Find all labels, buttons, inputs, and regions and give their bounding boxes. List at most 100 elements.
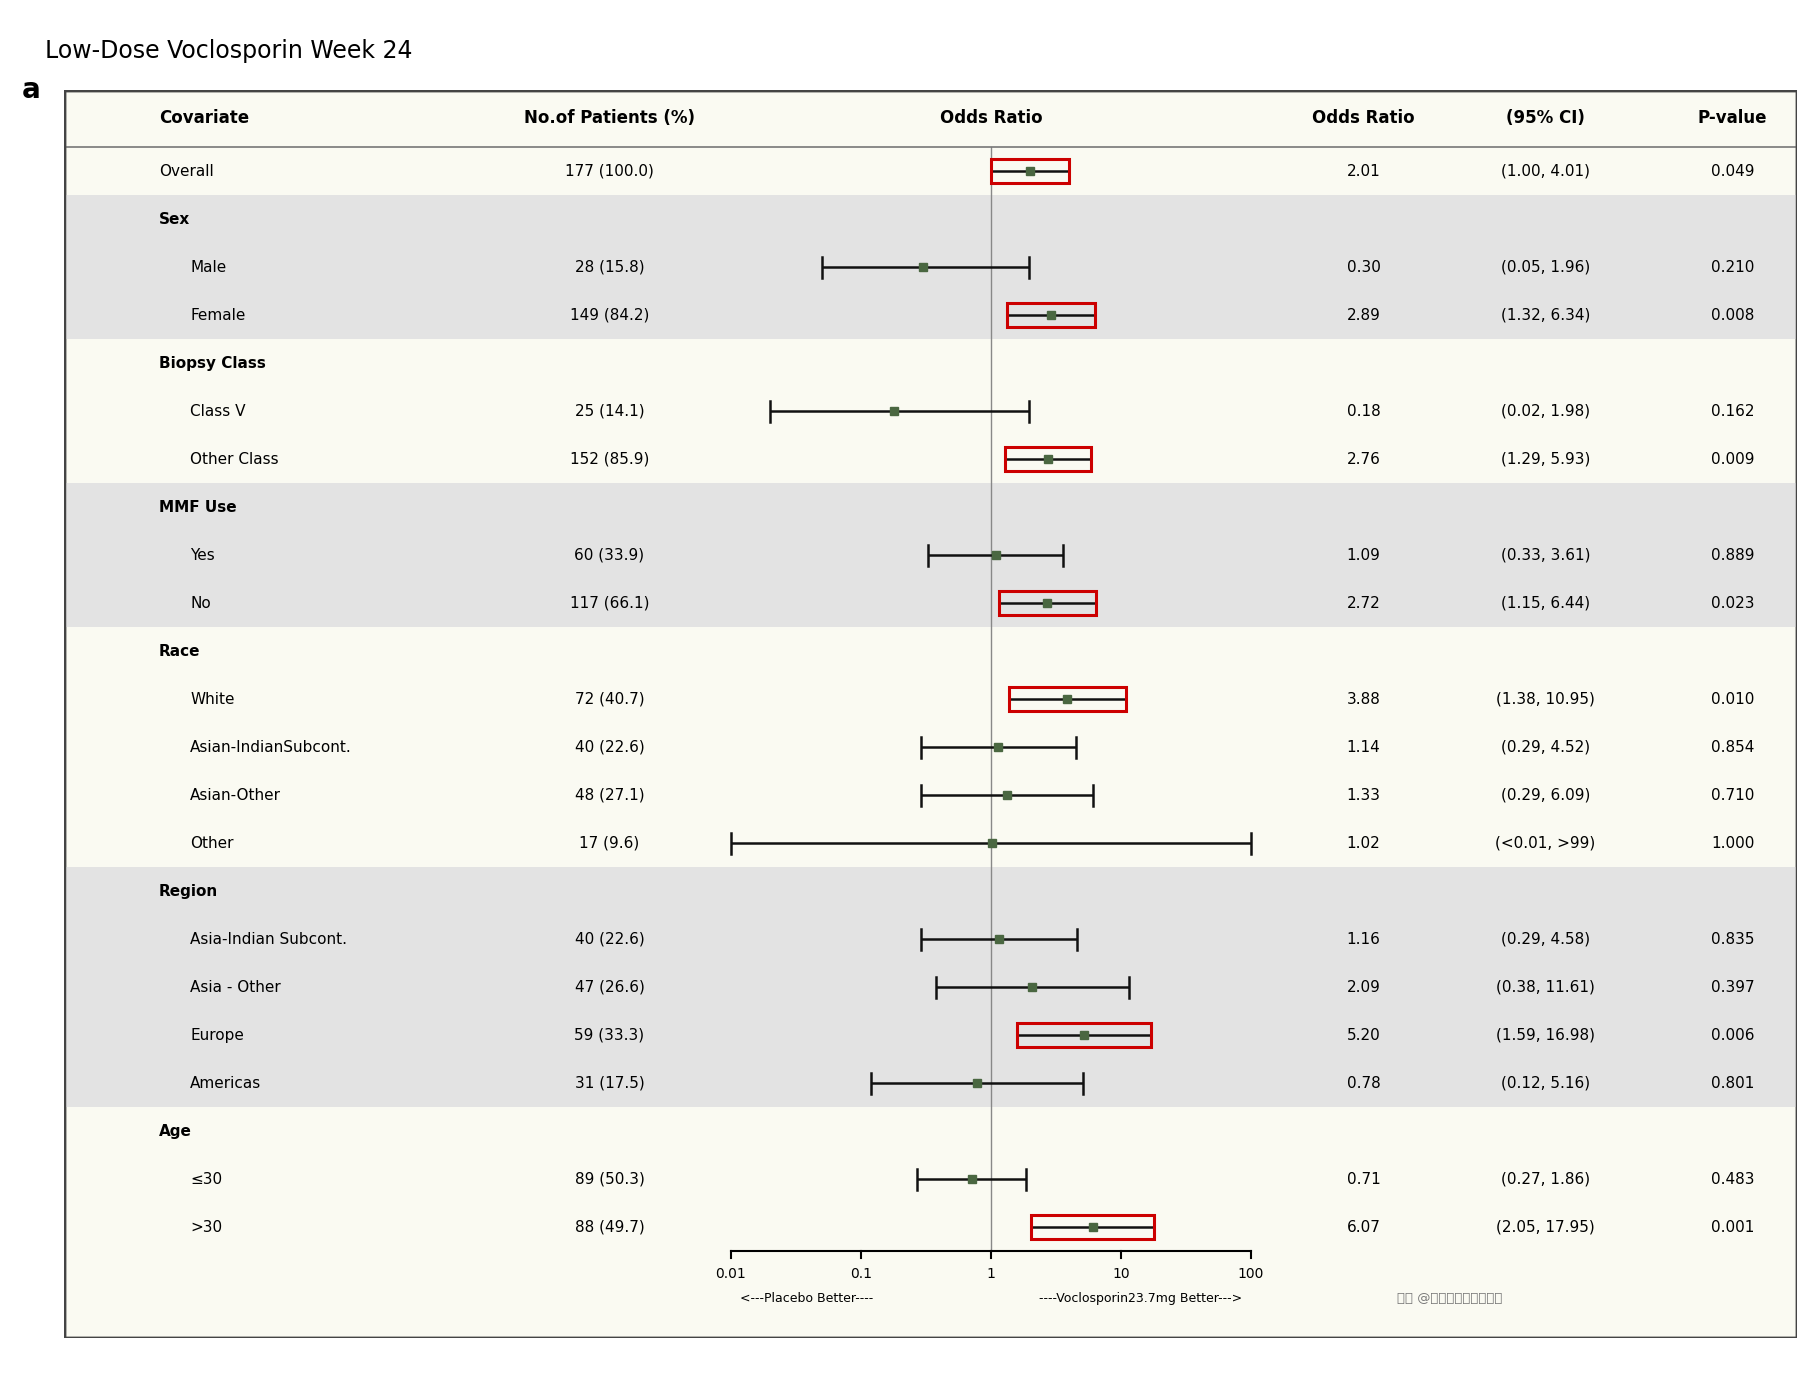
Text: (1.00, 4.01): (1.00, 4.01)	[1500, 164, 1589, 179]
Text: Biopsy Class: Biopsy Class	[160, 356, 265, 371]
Text: 28 (15.8): 28 (15.8)	[575, 259, 644, 274]
Bar	[63, 483, 1796, 531]
Text: (0.02, 1.98): (0.02, 1.98)	[1500, 404, 1589, 419]
Bar	[998, 592, 1096, 615]
Text: Other: Other	[190, 836, 234, 851]
Text: No.of Patients (%): No.of Patients (%)	[524, 109, 695, 127]
Text: 0.78: 0.78	[1346, 1076, 1380, 1091]
Text: P-value: P-value	[1698, 109, 1767, 127]
Bar	[1030, 1215, 1154, 1240]
Text: 10: 10	[1112, 1266, 1128, 1281]
Text: Asia - Other: Asia - Other	[190, 979, 281, 994]
Text: 2.72: 2.72	[1346, 596, 1380, 611]
Text: (1.29, 5.93): (1.29, 5.93)	[1500, 452, 1589, 466]
Text: 89 (50.3): 89 (50.3)	[575, 1172, 644, 1187]
Text: 6.07: 6.07	[1346, 1220, 1380, 1234]
Text: <---Placebo Better----: <---Placebo Better----	[738, 1292, 873, 1305]
Text: Age: Age	[160, 1124, 192, 1139]
Text: 2.76: 2.76	[1346, 452, 1380, 466]
Text: (0.05, 1.96): (0.05, 1.96)	[1500, 259, 1589, 274]
Text: 1.33: 1.33	[1346, 787, 1380, 803]
Text: Low-Dose Voclosporin Week 24: Low-Dose Voclosporin Week 24	[45, 39, 412, 62]
Text: (0.29, 4.58): (0.29, 4.58)	[1500, 932, 1589, 947]
Text: 0.710: 0.710	[1711, 787, 1754, 803]
Text: MMF Use: MMF Use	[160, 499, 236, 514]
Bar	[1009, 687, 1125, 712]
Text: 1: 1	[985, 1266, 994, 1281]
Text: 0.71: 0.71	[1346, 1172, 1380, 1187]
Text: 2.09: 2.09	[1346, 979, 1380, 994]
Text: 0.049: 0.049	[1711, 164, 1754, 179]
Text: 177 (100.0): 177 (100.0)	[564, 164, 653, 179]
Text: 0.162: 0.162	[1711, 404, 1754, 419]
Text: 0.023: 0.023	[1711, 596, 1754, 611]
Text: 知乎 @哥包地壶与肥贼大胖: 知乎 @哥包地壶与肥贼大胖	[1397, 1292, 1502, 1305]
Text: (1.32, 6.34): (1.32, 6.34)	[1500, 308, 1589, 323]
Text: 0.009: 0.009	[1711, 452, 1754, 466]
Bar	[63, 196, 1796, 243]
Text: (0.29, 4.52): (0.29, 4.52)	[1500, 739, 1589, 754]
Text: 40 (22.6): 40 (22.6)	[575, 739, 644, 754]
Text: 31 (17.5): 31 (17.5)	[575, 1076, 644, 1091]
Bar	[63, 963, 1796, 1011]
Text: (0.29, 6.09): (0.29, 6.09)	[1500, 787, 1589, 803]
Bar	[63, 579, 1796, 627]
Text: Race: Race	[160, 644, 200, 659]
Text: Odds Ratio: Odds Ratio	[1312, 109, 1415, 127]
Text: White: White	[190, 692, 234, 706]
Bar	[63, 291, 1796, 339]
Text: 0.835: 0.835	[1711, 932, 1754, 947]
Text: 1.14: 1.14	[1346, 739, 1380, 754]
Text: Odds Ratio: Odds Ratio	[940, 109, 1041, 127]
Text: (95% CI): (95% CI)	[1506, 109, 1584, 127]
Text: Yes: Yes	[190, 547, 214, 563]
Text: 0.483: 0.483	[1711, 1172, 1754, 1187]
Text: 0.1: 0.1	[849, 1266, 871, 1281]
Text: Other Class: Other Class	[190, 452, 279, 466]
Text: (0.12, 5.16): (0.12, 5.16)	[1500, 1076, 1589, 1091]
Text: Sex: Sex	[160, 212, 190, 226]
Text: 0.854: 0.854	[1711, 739, 1754, 754]
Text: 2.89: 2.89	[1346, 308, 1380, 323]
Text: (1.59, 16.98): (1.59, 16.98)	[1495, 1027, 1595, 1043]
Text: Asia-Indian Subcont.: Asia-Indian Subcont.	[190, 932, 346, 947]
Text: 25 (14.1): 25 (14.1)	[575, 404, 644, 419]
Text: 48 (27.1): 48 (27.1)	[575, 787, 644, 803]
Text: 1.09: 1.09	[1346, 547, 1380, 563]
Text: Class V: Class V	[190, 404, 245, 419]
Text: 149 (84.2): 149 (84.2)	[570, 308, 649, 323]
Text: 47 (26.6): 47 (26.6)	[575, 979, 644, 994]
Bar	[990, 159, 1068, 183]
Text: 0.008: 0.008	[1711, 308, 1754, 323]
Text: (2.05, 17.95): (2.05, 17.95)	[1495, 1220, 1595, 1234]
Text: 5.20: 5.20	[1346, 1027, 1380, 1043]
Text: No: No	[190, 596, 210, 611]
Text: 60 (33.9): 60 (33.9)	[575, 547, 644, 563]
Text: 1.02: 1.02	[1346, 836, 1380, 851]
Text: Americas: Americas	[190, 1076, 261, 1091]
Text: (0.38, 11.61): (0.38, 11.61)	[1495, 979, 1595, 994]
Text: 117 (66.1): 117 (66.1)	[570, 596, 649, 611]
Bar	[63, 243, 1796, 291]
Bar	[63, 1059, 1796, 1107]
Text: 0.18: 0.18	[1346, 404, 1380, 419]
Text: 88 (49.7): 88 (49.7)	[575, 1220, 644, 1234]
Text: 152 (85.9): 152 (85.9)	[570, 452, 649, 466]
Text: Europe: Europe	[190, 1027, 243, 1043]
Text: 0.006: 0.006	[1711, 1027, 1754, 1043]
Text: 0.397: 0.397	[1711, 979, 1754, 994]
Text: >30: >30	[190, 1220, 221, 1234]
Text: Overall: Overall	[160, 164, 214, 179]
Text: (<0.01, >99): (<0.01, >99)	[1495, 836, 1595, 851]
Text: (1.15, 6.44): (1.15, 6.44)	[1500, 596, 1589, 611]
Text: 2.01: 2.01	[1346, 164, 1380, 179]
Text: 0.01: 0.01	[715, 1266, 746, 1281]
Bar	[1005, 447, 1090, 472]
Bar	[1016, 1023, 1150, 1047]
Text: (1.38, 10.95): (1.38, 10.95)	[1495, 692, 1595, 706]
Text: 0.30: 0.30	[1346, 259, 1380, 274]
Text: Covariate: Covariate	[160, 109, 249, 127]
Text: 0.210: 0.210	[1711, 259, 1754, 274]
Text: ≤30: ≤30	[190, 1172, 221, 1187]
Bar	[63, 916, 1796, 963]
